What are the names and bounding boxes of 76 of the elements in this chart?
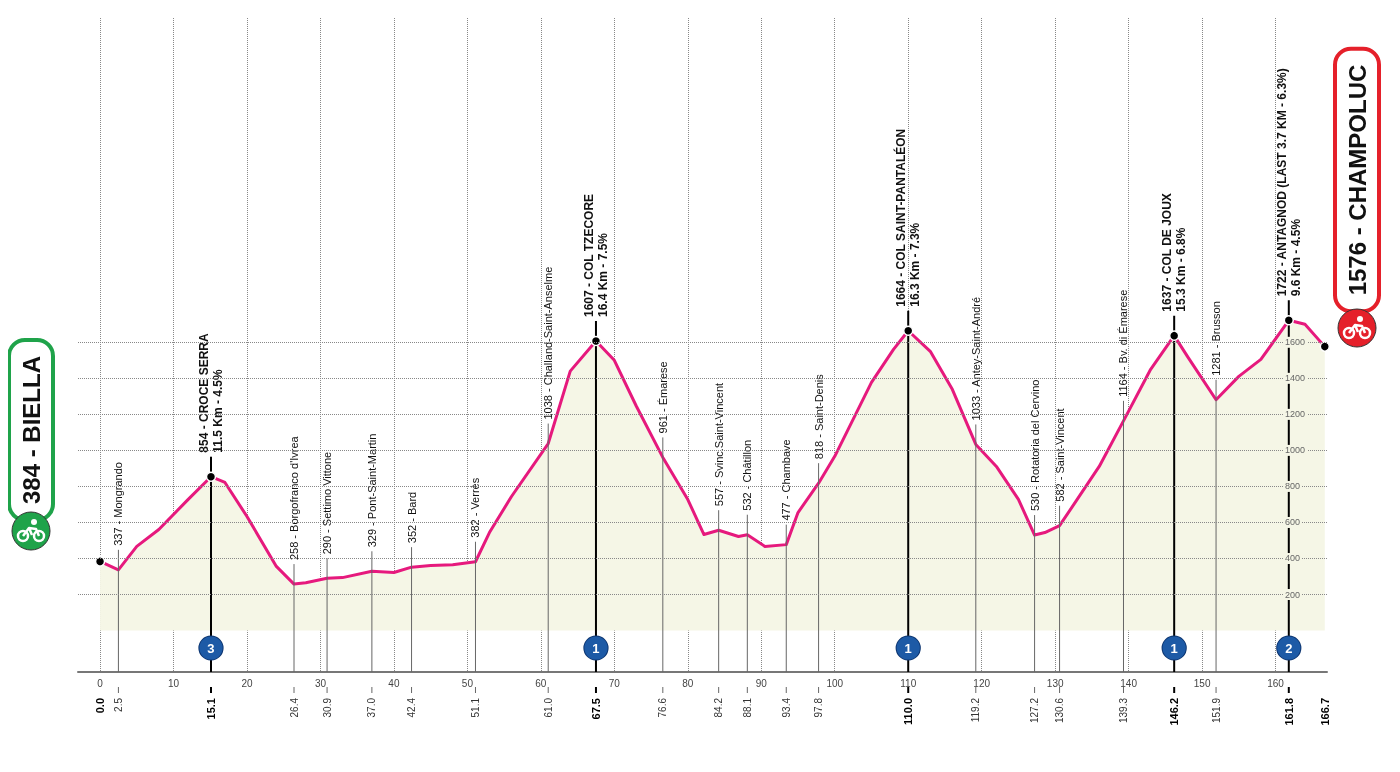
annotation: 1281 - Brusson [1210, 301, 1223, 376]
x-tick-label: 70 [608, 677, 621, 689]
x2-tick-label: 26.4 [288, 697, 300, 718]
x-tick-label: 40 [388, 677, 400, 689]
annotation: 1033 - Antey-Saint-André [969, 296, 982, 421]
x-tick-label: 30 [314, 677, 327, 689]
x2-tick-label: 119.2 [970, 697, 982, 723]
annotation: 290 - Settimo Vittone [321, 451, 334, 555]
annotation: 3 [207, 640, 215, 656]
x2-tick-label: 97.8 [813, 697, 825, 718]
x-tick-label: 150 [1193, 677, 1211, 689]
annotation: 352 - Bard [405, 491, 418, 544]
text: 1576 - CHAMPOLUC [1343, 64, 1371, 296]
x2-tick-label: 61.0 [542, 697, 554, 718]
annotation: 258 - Borgofranco d'Ivrea [288, 435, 300, 561]
x-tick-label: 60 [535, 677, 547, 689]
y-tick-label: 1600 [1285, 337, 1306, 348]
x-tick-label: 10 [167, 677, 180, 689]
x2-tick-label: 151.9 [1210, 697, 1222, 724]
annotation: 2 [1285, 640, 1293, 656]
text: 384 - BIELLA [17, 355, 45, 505]
annotation: 1 [904, 640, 912, 656]
x2-tick-label: 93.4 [780, 697, 792, 718]
x2-tick-label: 37.0 [366, 697, 378, 718]
x-tick-label: 20 [241, 677, 253, 689]
annotation: 1637 - COL DE JOUX 15.3 Km - 6.8% [1160, 193, 1189, 312]
x2-tick-label: 0.0 [94, 698, 107, 714]
x-tick-label: 80 [682, 677, 694, 689]
x-tick-label: 0 [97, 677, 104, 689]
x-tick-label: 140 [1120, 677, 1138, 689]
annotation: 1664 - COL SAINT-PANTALÉON 16.3 Km - 7.3% [893, 128, 923, 307]
x2-tick-label: 84.2 [713, 697, 725, 718]
x2-tick-label: 42.4 [406, 697, 418, 718]
x2-tick-label: 76.6 [657, 697, 669, 718]
x-tick-label: 90 [755, 677, 768, 689]
x2-tick-label: 127.2 [1029, 697, 1041, 724]
x2-tick-label: 146.2 [1168, 698, 1181, 726]
annotation: 1722 - ANTAGNOD (LAST 3.7 KM - 6.3%) 9.6 Km - 4.5% [1274, 68, 1303, 297]
annotation: 1038 - Challand-Saint-Anselme [542, 266, 555, 420]
x-tick-label: 100 [826, 677, 844, 689]
y-tick-label: 1400 [1285, 373, 1306, 384]
annotation: 557 - Svinc.Saint-Vincent [712, 382, 725, 507]
x2-tick-label: 88.1 [741, 697, 753, 718]
x-tick-label: 110 [900, 677, 917, 689]
annotation: 582 - Saint-Vincent [1053, 408, 1066, 502]
y-tick-label: 200 [1285, 589, 1301, 600]
x-tick-label: 120 [973, 677, 991, 689]
x-tick-label: 160 [1267, 677, 1285, 689]
x2-tick-label: 166.7 [1318, 698, 1331, 726]
x-tick-label: 50 [461, 677, 474, 689]
x2-tick-label: 110.0 [902, 698, 915, 725]
annotation: 329 - Pont-Saint-Martin [365, 433, 378, 548]
x2-tick-label: 15.1 [204, 698, 217, 720]
annotation: 477 - Chambave [780, 439, 793, 521]
y-tick-label: 1000 [1285, 445, 1306, 456]
y-tick-label: 1200 [1285, 409, 1306, 420]
x2-tick-label: 161.8 [1282, 698, 1295, 726]
x-tick-label: 130 [1046, 677, 1064, 689]
annotation: 530 - Rotatoria del Cervino [1028, 379, 1041, 512]
y-tick-label: 800 [1285, 481, 1301, 492]
annotation: 382 - Verrès [469, 477, 482, 538]
y-tick-label: 400 [1285, 553, 1301, 564]
annotation: 1 [1170, 640, 1178, 656]
x2-tick-label: 139.3 [1117, 697, 1129, 724]
x2-tick-label: 30.9 [321, 697, 333, 718]
x2-tick-label: 2.5 [112, 697, 124, 712]
annotation: 961 - Émarese [656, 361, 669, 434]
x2-tick-label: 67.5 [589, 698, 602, 720]
annotation: 1 [592, 640, 600, 656]
annotation: 337 - Mongrando [112, 462, 125, 546]
x2-tick-label: 51.1 [469, 697, 481, 718]
y-tick-label: 600 [1285, 517, 1301, 528]
x2-tick-label: 130.6 [1054, 697, 1066, 724]
annotation: 1607 - COL TZECORE 16.4 Km - 7.5% [581, 193, 610, 318]
annotation: 532 - Châtillon [741, 439, 754, 511]
annotation: 818 - Saint-Denis [812, 373, 825, 460]
